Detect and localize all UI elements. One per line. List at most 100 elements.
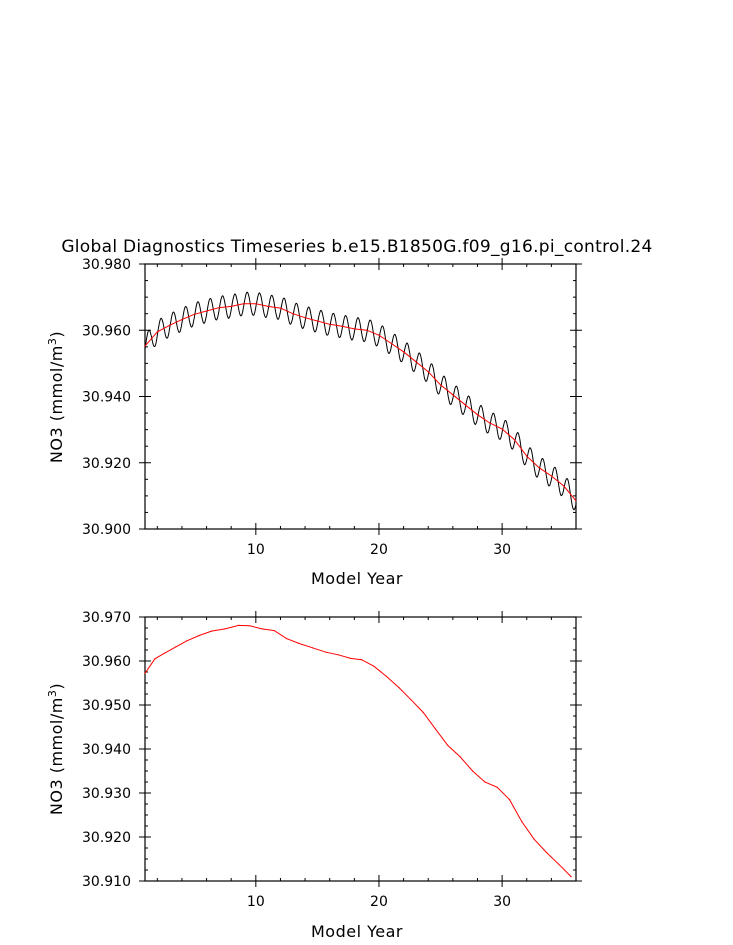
annual-data-point	[337, 654, 339, 656]
annual-data-point	[169, 324, 171, 326]
annual-data-point	[316, 320, 318, 322]
top-y-axis-label-sup: 3	[46, 338, 59, 346]
annual-data-point	[186, 640, 188, 642]
annual-data-point	[415, 361, 417, 363]
annual-data-point	[538, 467, 540, 469]
figure-title: Global Diagnostics Timeseries b.e15.B185…	[61, 237, 652, 257]
annual-data-point	[193, 313, 195, 315]
annual-data-point	[304, 317, 306, 319]
bottom-plot-frame	[144, 616, 577, 882]
annual-data-point	[472, 770, 474, 772]
annual-data-point	[447, 744, 449, 747]
annual-data-point	[484, 781, 486, 783]
top-chart-panel: 30.900 30.920 30.940 30.960 30.980 10 20 30 Mo…	[46, 257, 582, 588]
annual-data-point	[261, 628, 263, 630]
x-tick-label: 10	[247, 894, 265, 910]
annual-data-point	[489, 422, 491, 424]
annual-data-point	[144, 345, 146, 347]
annual-data-point	[353, 328, 355, 330]
annual-data-point	[398, 686, 400, 689]
top-x-axis-label: Model Year	[311, 569, 403, 588]
x-tick-label: 30	[493, 894, 511, 910]
bottom-y-axis-label: NO3 (mmol/m3)	[46, 683, 66, 815]
y-tick-label: 30.920	[82, 830, 131, 846]
annual-data-point	[366, 329, 368, 331]
annual-data-point	[390, 342, 392, 345]
top-y-tick-labels: 30.900 30.920 30.940 30.960 30.980	[82, 257, 131, 538]
annual-data-point	[563, 485, 565, 487]
top-monthly-series-line	[144, 291, 577, 511]
y-tick-label: 30.910	[82, 874, 131, 890]
annual-data-point	[144, 672, 146, 674]
annual-data-point	[218, 307, 220, 309]
annual-data-point	[279, 307, 282, 309]
annual-data-point	[249, 625, 251, 627]
annual-data-point	[545, 851, 548, 854]
annual-data-point	[378, 334, 380, 336]
top-y-axis-label-close: )	[47, 331, 66, 338]
annual-data-point	[558, 863, 560, 865]
y-tick-label: 30.920	[82, 456, 131, 472]
bottom-y-axis-label-main: NO3 (mmol/m	[47, 697, 66, 815]
top-x-tick-labels: 10 20 30	[247, 542, 511, 558]
annual-data-point	[273, 630, 275, 632]
bottom-x-axis-label: Model Year	[311, 922, 403, 941]
annual-data-point	[181, 319, 183, 321]
annual-data-point	[435, 728, 437, 730]
annual-data-point	[238, 624, 240, 627]
bottom-y-axis-label-close: )	[47, 683, 66, 690]
annual-data-point	[154, 658, 156, 660]
annual-data-point	[373, 665, 375, 667]
bottom-tick-marks	[139, 611, 582, 887]
annual-data-point	[230, 305, 232, 307]
annual-data-point	[341, 325, 343, 327]
annual-data-point	[496, 786, 498, 788]
annual-data-point	[210, 630, 213, 632]
y-tick-label: 30.970	[82, 610, 131, 626]
annual-data-point	[533, 838, 535, 840]
annual-data-point	[526, 455, 528, 457]
x-tick-label: 30	[493, 542, 511, 558]
annual-data-point	[427, 371, 429, 373]
bottom-x-tick-labels: 10 20 30	[247, 894, 511, 910]
annual-data-point	[286, 638, 288, 640]
bottom-y-tick-labels: 30.910 30.920 30.930 30.940 30.950 30.960 30.9…	[82, 610, 131, 890]
annual-data-point	[242, 303, 245, 305]
annual-data-point	[521, 821, 523, 823]
annual-data-point	[164, 652, 166, 654]
y-tick-label: 30.930	[82, 786, 131, 802]
annual-data-point	[570, 876, 572, 878]
annual-data-point	[476, 414, 479, 416]
top-y-axis-label: NO3 (mmol/m3)	[46, 331, 66, 463]
top-annual-series-line	[144, 303, 577, 502]
annual-data-point	[156, 331, 158, 333]
annual-data-point	[385, 675, 387, 678]
bottom-y-axis-label-sup: 3	[46, 690, 59, 698]
top-plot-frame	[144, 263, 577, 530]
y-tick-label: 30.950	[82, 698, 131, 714]
annual-data-point	[410, 699, 412, 701]
annual-data-point	[501, 428, 503, 430]
y-tick-label: 30.940	[82, 742, 131, 758]
annual-data-point	[292, 313, 294, 315]
annual-data-point	[575, 500, 577, 502]
y-tick-label: 30.960	[82, 654, 131, 670]
bottom-chart-panel: 30.910 30.920 30.930 30.940 30.950 30.960 30.9…	[46, 610, 582, 941]
top-annual-data-points	[144, 303, 577, 502]
annual-data-point	[206, 310, 208, 312]
top-y-axis-label-main: NO3 (mmol/m	[47, 345, 66, 463]
annual-data-point	[464, 404, 466, 406]
y-tick-label: 30.960	[82, 323, 131, 339]
annual-data-point	[513, 439, 516, 441]
annual-data-point	[459, 756, 461, 758]
annual-data-point	[422, 711, 424, 714]
y-tick-label: 30.940	[82, 390, 131, 406]
annual-data-point	[298, 642, 300, 645]
annual-data-point	[325, 651, 327, 653]
annual-data-point	[403, 351, 405, 353]
x-tick-label: 10	[247, 542, 265, 558]
annual-data-point	[255, 303, 257, 305]
bottom-annual-series-line	[144, 624, 572, 877]
annual-data-point	[224, 628, 226, 630]
